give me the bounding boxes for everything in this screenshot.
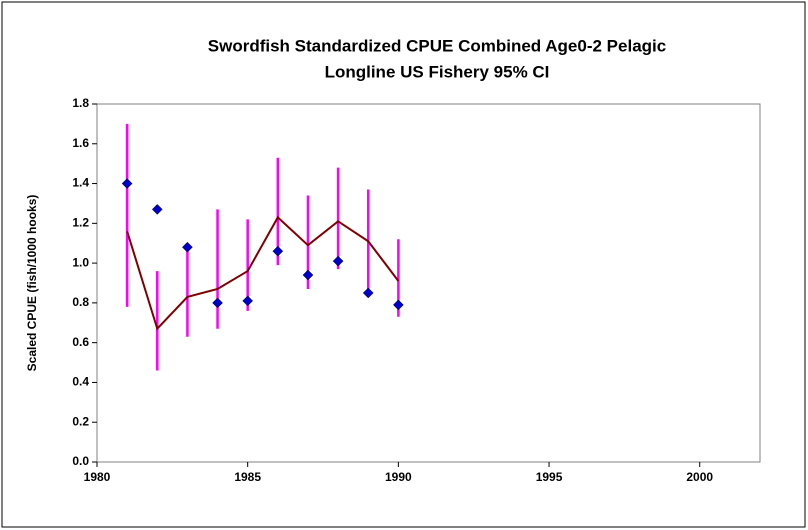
data-point [121,178,133,189]
y-tick-label: 1.2 [72,216,89,230]
x-tick-label: 2000 [686,470,713,484]
x-tick-label: 1985 [234,470,261,484]
data-point [332,255,344,267]
data-point [182,241,193,253]
y-tick-label: 1.4 [72,176,89,190]
x-tick-label: 1995 [536,470,563,484]
data-point [151,204,163,215]
data-point [393,299,404,311]
data-point [272,245,284,257]
data-point [212,297,223,309]
y-axis-label: Scaled CPUE (fish/1000 hooks) [25,195,39,372]
y-tick-label: 0.4 [72,375,89,389]
y-tick-label: 0.8 [72,295,89,309]
y-tick-label: 0.6 [72,335,89,349]
y-tick-label: 1.6 [72,136,89,150]
y-tick-label: 1.8 [72,96,89,110]
y-tick-label: 1.0 [72,255,89,269]
x-tick-label: 1980 [84,470,111,484]
chart-title: Longline US Fishery 95% CI [325,62,550,81]
y-tick-label: 0.2 [72,414,89,428]
plot-area [96,103,761,463]
x-tick-label: 1990 [385,470,412,484]
data-point [242,295,254,307]
data-point [362,287,374,299]
y-tick-label: 0.0 [72,454,89,468]
trend-line [126,215,400,331]
data-point [302,269,314,281]
chart-title: Swordfish Standardized CPUE Combined Age… [208,36,666,55]
